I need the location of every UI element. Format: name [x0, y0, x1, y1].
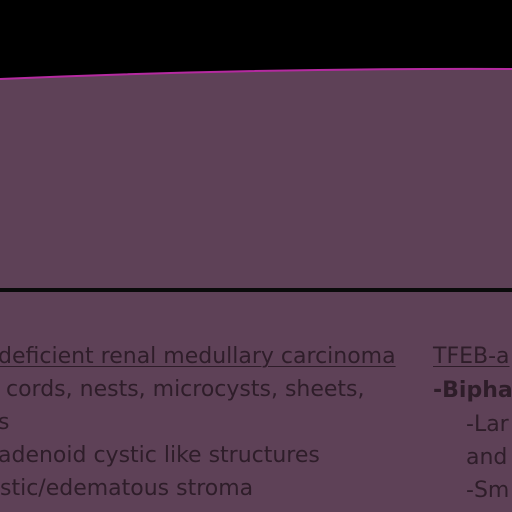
left-line-2: cords, nests, microcysts, sheets, — [6, 377, 365, 402]
right-line-2: and — [466, 445, 508, 470]
right-line-3: -Sm — [466, 478, 510, 503]
left-line-4: adenoid cystic like structures — [0, 443, 320, 468]
slide-top-fill — [0, 68, 512, 290]
right-subheading: -Bipha — [433, 378, 512, 403]
right-line-1: -Lar — [466, 412, 509, 437]
slide-top-panel — [0, 67, 512, 290]
left-line-3: s — [0, 410, 10, 435]
slide-bottom-panel — [0, 292, 512, 512]
left-line-5: stic/edematous stroma — [0, 476, 254, 501]
right-heading: TFEB-a — [433, 344, 510, 369]
slide-divider — [0, 288, 512, 292]
left-line-1: deficient renal medullary carcinoma — [0, 344, 396, 369]
slide-top-edge — [0, 67, 512, 80]
